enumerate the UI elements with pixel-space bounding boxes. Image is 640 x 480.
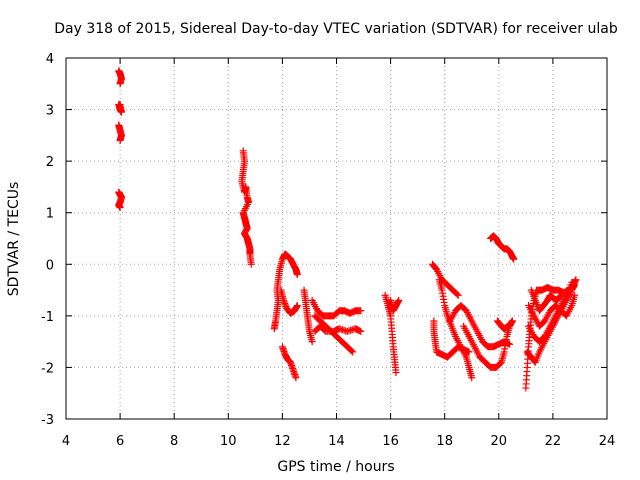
data-point xyxy=(508,318,516,326)
data-point xyxy=(392,369,400,377)
x-tick-label: 4 xyxy=(62,434,70,449)
data-point xyxy=(572,276,580,284)
data-point xyxy=(357,307,365,315)
data-point xyxy=(116,100,124,108)
y-tick-label: 0 xyxy=(46,258,54,273)
data-point xyxy=(510,255,518,263)
x-tick-label: 12 xyxy=(274,434,291,449)
data-point xyxy=(116,137,124,145)
y-tick-label: -1 xyxy=(41,310,54,325)
x-tick-label: 18 xyxy=(436,434,453,449)
data-point xyxy=(308,338,316,346)
data-point xyxy=(571,291,579,299)
y-tick-label: 3 xyxy=(46,104,54,119)
x-tick-label: 22 xyxy=(545,434,562,449)
data-point xyxy=(454,291,462,299)
y-tick-labels: -3 -2 -1 0 1 2 3 4 xyxy=(41,52,54,428)
data-point xyxy=(292,374,300,382)
x-tick-label: 16 xyxy=(382,434,399,449)
y-tick-label: 4 xyxy=(46,52,54,67)
data-point xyxy=(508,317,516,325)
chart-title: Day 318 of 2015, Sidereal Day-to-day VTE… xyxy=(54,21,618,37)
data-point xyxy=(453,290,461,298)
data-point xyxy=(465,348,473,356)
y-tick-label: -3 xyxy=(41,413,54,428)
data-point xyxy=(349,348,357,356)
x-tick-label: 8 xyxy=(170,434,178,449)
x-axis-label: GPS time / hours xyxy=(277,459,394,475)
x-tick-label: 20 xyxy=(491,434,508,449)
x-tick-label: 10 xyxy=(220,434,237,449)
data-point xyxy=(116,204,124,212)
data-point xyxy=(468,374,476,382)
x-tick-label: 14 xyxy=(328,434,345,449)
y-tick-label: -2 xyxy=(41,361,54,376)
x-tick-label: 6 xyxy=(116,434,124,449)
y-tick-label: 1 xyxy=(46,207,54,222)
grid-lines xyxy=(66,58,607,419)
y-tick-label: 2 xyxy=(46,155,54,170)
data-point xyxy=(247,260,255,268)
data-point xyxy=(556,292,564,300)
data-point xyxy=(496,359,504,367)
x-tick-label: 24 xyxy=(599,434,616,449)
data-point xyxy=(506,340,514,348)
data-point xyxy=(395,296,403,304)
data-points xyxy=(115,67,580,392)
y-axis-label: SDTVAR / TECUs xyxy=(6,182,22,297)
data-point xyxy=(116,80,124,88)
data-point xyxy=(348,347,356,355)
plot-frame xyxy=(65,57,608,420)
x-tick-labels: 4 6 8 10 12 14 16 18 20 22 24 xyxy=(62,434,615,449)
data-point xyxy=(568,278,576,286)
data-point xyxy=(357,327,365,335)
data-point xyxy=(557,291,565,299)
data-point xyxy=(293,271,301,279)
data-point xyxy=(293,302,301,310)
